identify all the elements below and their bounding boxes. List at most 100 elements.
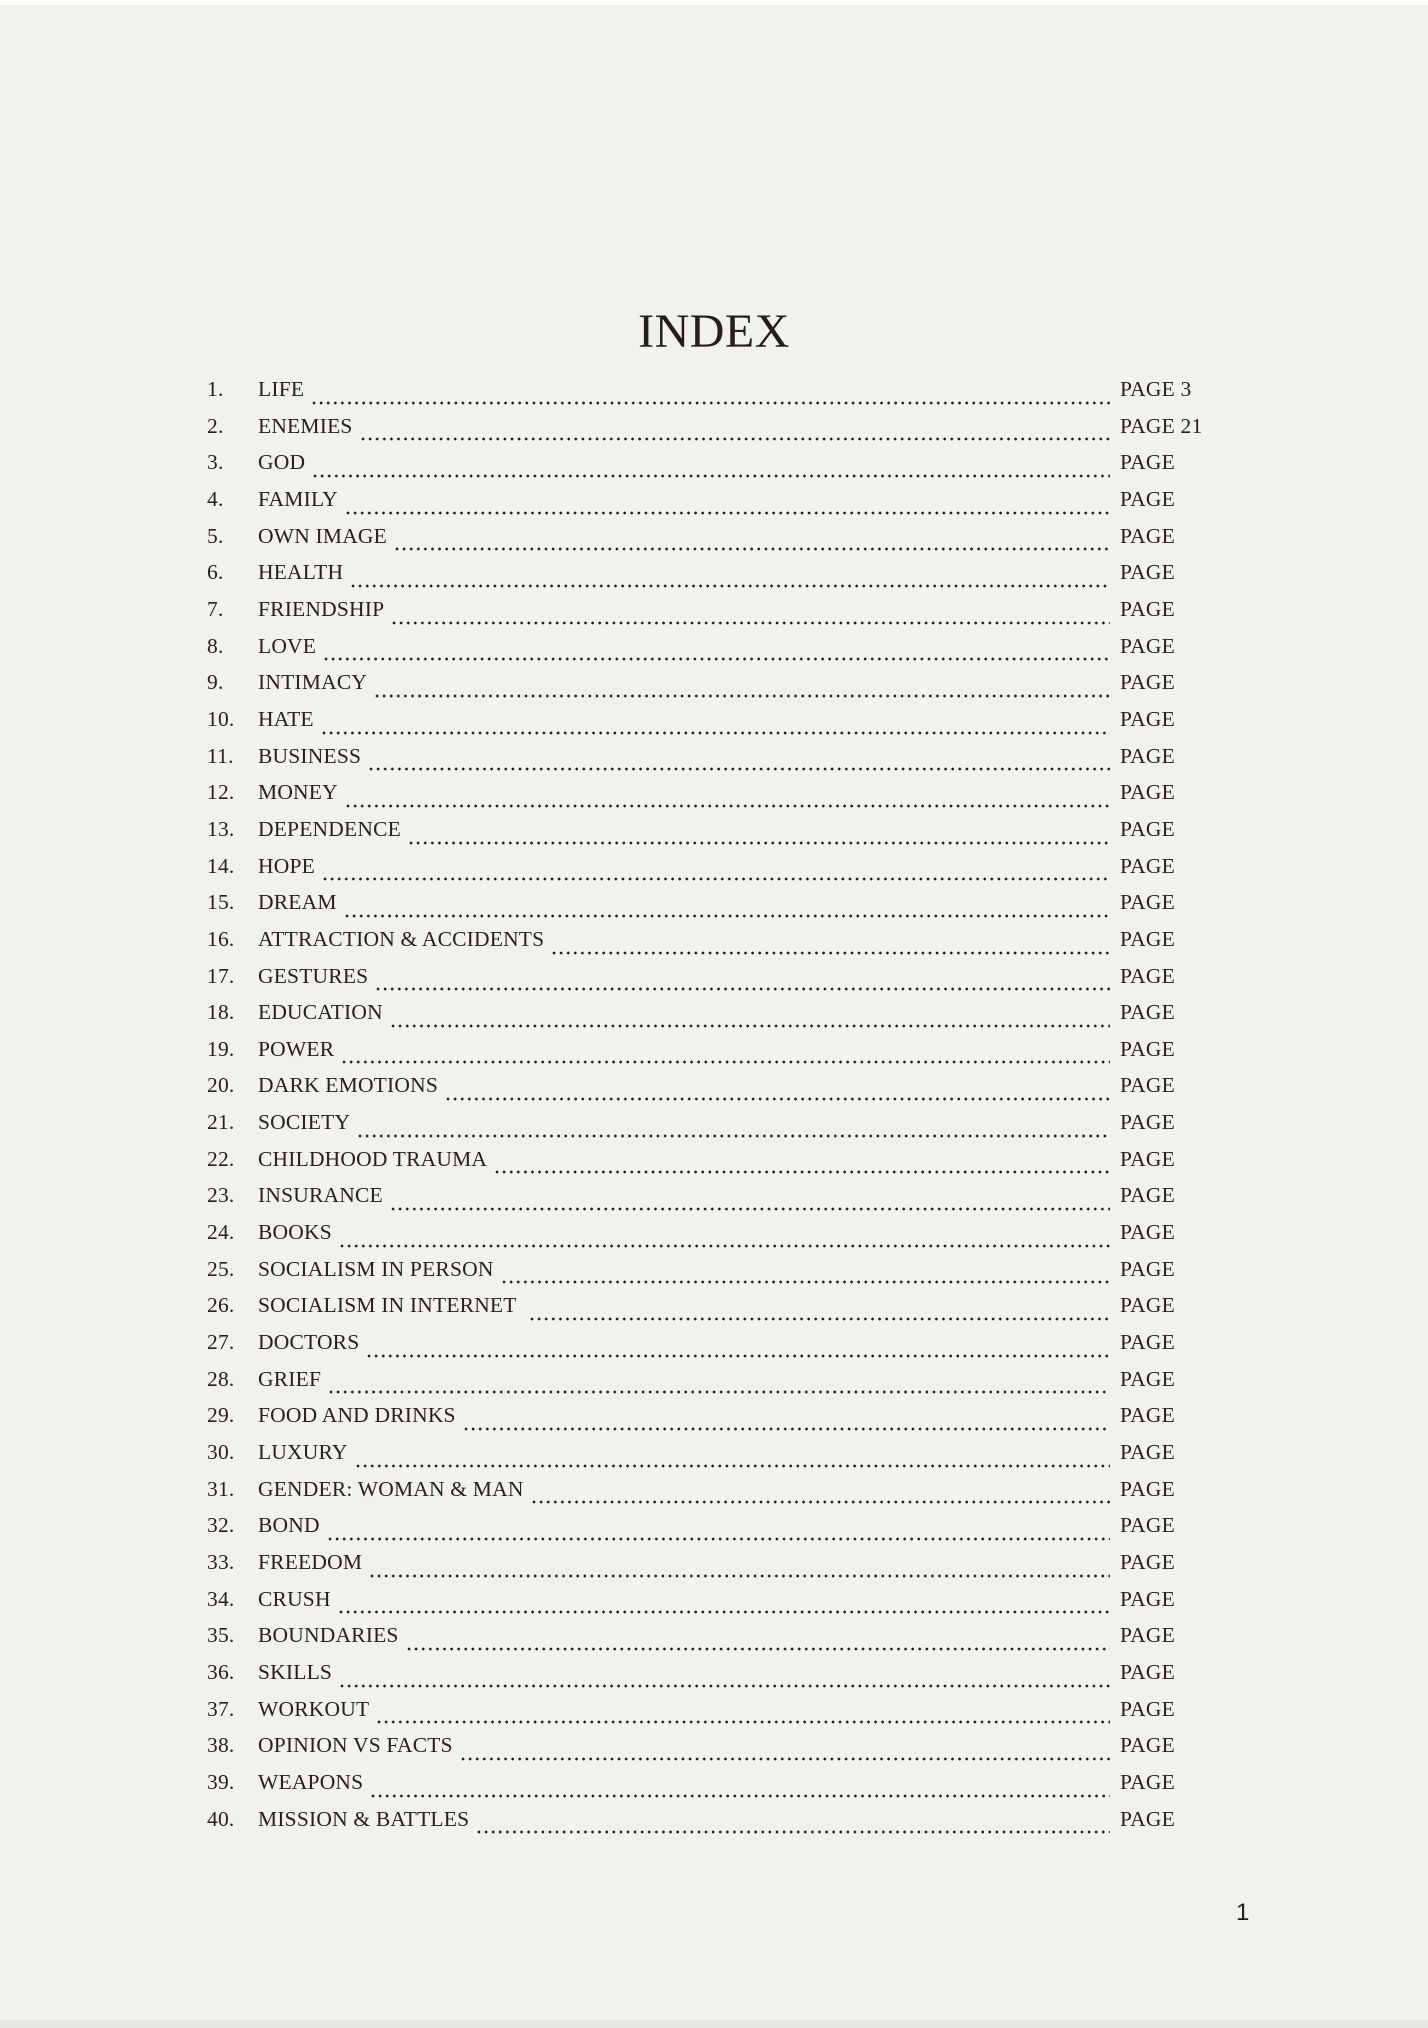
entry-number: 27.: [207, 1330, 235, 1355]
entry-number: 36.: [207, 1659, 235, 1684]
dot-leader: [345, 803, 1110, 808]
entry-page-label: PAGE: [1120, 1256, 1175, 1281]
entry-number: 23.: [207, 1183, 235, 1208]
index-entry: 27. DOCTORS PAGE: [207, 1330, 1213, 1367]
dot-leader: [351, 583, 1110, 588]
dot-leader: [345, 510, 1110, 515]
index-entry: 29. FOOD AND DRINKS PAGE: [207, 1403, 1213, 1440]
dot-leader: [340, 1683, 1110, 1688]
dot-leader: [358, 1133, 1110, 1138]
entry-title: GESTURES: [258, 963, 369, 988]
dot-leader: [394, 547, 1110, 552]
dot-leader: [477, 1830, 1110, 1835]
entry-number: 3.: [207, 450, 224, 475]
index-entry: 39. WEAPONS PAGE: [207, 1770, 1213, 1807]
entry-title: BOND: [258, 1513, 320, 1538]
entry-number: 32.: [207, 1513, 235, 1538]
entry-title: GENDER: WOMAN & MAN: [258, 1476, 524, 1501]
dot-leader: [360, 437, 1110, 442]
entry-page-label: PAGE: [1120, 1183, 1175, 1208]
entry-title: HOPE: [258, 853, 315, 878]
entry-page-label: PAGE: [1120, 670, 1175, 695]
entry-number: 33.: [207, 1550, 235, 1574]
index-entry: 26. SOCIALISM IN INTERNET PAGE: [207, 1293, 1213, 1330]
dot-leader: [501, 1280, 1110, 1285]
entry-title: BOUNDARIES: [258, 1623, 399, 1648]
entry-number: 6.: [207, 560, 224, 585]
dot-leader: [313, 473, 1110, 478]
entry-page-label: PAGE: [1120, 523, 1175, 548]
entry-title: FRIENDSHIP: [258, 596, 385, 621]
entry-number: 22.: [207, 1146, 235, 1171]
entry-page-label: PAGE: [1120, 1513, 1175, 1538]
index-entry: 17. GESTURES PAGE: [207, 964, 1213, 1001]
index-entry: 4. FAMILY PAGE: [207, 487, 1213, 524]
entry-number: 1.: [207, 377, 224, 401]
entry-page-label: PAGE: [1120, 1330, 1175, 1355]
entry-number: 28.: [207, 1366, 235, 1391]
entry-title: WORKOUT: [258, 1696, 370, 1721]
entry-page-label: PAGE: [1120, 1659, 1175, 1684]
page-top-edge: [0, 0, 1428, 5]
entry-title: ATTRACTION & ACCIDENTS: [258, 926, 545, 951]
index-entry: 6. HEALTH PAGE: [207, 560, 1213, 597]
entry-page-label: PAGE: [1120, 560, 1175, 585]
dot-leader: [463, 1427, 1110, 1432]
dot-leader: [552, 950, 1110, 955]
index-entry: 7. FRIENDSHIP PAGE: [207, 597, 1213, 634]
index-entry: 10. HATE PAGE: [207, 707, 1213, 744]
entry-title: MISSION & BATTLES: [258, 1806, 470, 1831]
entry-title: DARK EMOTIONS: [258, 1073, 438, 1098]
page-bottom-edge: [0, 2020, 1428, 2028]
index-entry: 20. DARK EMOTIONS PAGE: [207, 1073, 1213, 1110]
index-entry: 16. ATTRACTION & ACCIDENTS PAGE: [207, 927, 1213, 964]
index-entry: 22. CHILDHOOD TRAUMA PAGE: [207, 1147, 1213, 1184]
entry-title: LIFE: [258, 377, 305, 401]
entry-number: 5.: [207, 523, 224, 548]
dot-leader: [329, 1390, 1110, 1395]
entry-page-label: PAGE: [1120, 1036, 1175, 1061]
entry-title: DOCTORS: [258, 1330, 360, 1355]
index-entry: 18. EDUCATION PAGE: [207, 1000, 1213, 1037]
dot-leader: [338, 1610, 1110, 1615]
index-entry: 13. DEPENDENCE PAGE: [207, 817, 1213, 854]
dot-leader: [370, 1573, 1110, 1578]
page-number: 1: [1236, 1899, 1250, 1926]
index-entry: 8. LOVE PAGE: [207, 634, 1213, 671]
entry-title: EDUCATION: [258, 1000, 383, 1025]
dot-leader: [460, 1756, 1110, 1761]
index-entry: 1. LIFE PAGE 3: [207, 377, 1213, 414]
index-entry: 40. MISSION & BATTLES PAGE: [207, 1807, 1213, 1844]
dot-leader: [375, 693, 1110, 698]
dot-leader: [369, 767, 1110, 772]
index-entry: 24. BOOKS PAGE: [207, 1220, 1213, 1257]
page-title: INDEX: [638, 305, 790, 358]
dot-leader: [392, 620, 1110, 625]
entry-page-label: PAGE: [1120, 1733, 1175, 1758]
entry-number: 40.: [207, 1806, 235, 1831]
dot-leader: [367, 1353, 1110, 1358]
dot-leader: [339, 1243, 1110, 1248]
index-entry: 38. OPINION VS FACTS PAGE: [207, 1733, 1213, 1770]
entry-page-label: PAGE: [1120, 1623, 1175, 1648]
index-entry: 23. INSURANCE PAGE: [207, 1183, 1213, 1220]
entry-page-label: PAGE: [1120, 1110, 1175, 1135]
entry-page-label: PAGE: [1120, 816, 1175, 841]
entry-page-label: PAGE: [1120, 1586, 1175, 1611]
entry-title: DREAM: [258, 890, 337, 915]
entry-number: 30.: [207, 1440, 235, 1465]
dot-leader: [495, 1170, 1110, 1175]
entry-number: 11.: [207, 743, 234, 768]
index-entry: 36. SKILLS PAGE: [207, 1660, 1213, 1697]
entry-number: 38.: [207, 1733, 235, 1758]
entry-title: SOCIALISM IN INTERNET: [258, 1293, 522, 1318]
entry-number: 7.: [207, 596, 224, 621]
entry-page-label: PAGE: [1120, 1146, 1175, 1171]
entry-page-label: PAGE: [1120, 743, 1175, 768]
dot-leader: [344, 913, 1110, 918]
entry-title: LUXURY: [258, 1440, 348, 1465]
entry-number: 12.: [207, 780, 235, 805]
dot-leader: [377, 1720, 1110, 1725]
entry-number: 15.: [207, 890, 235, 915]
entry-page-label: PAGE: [1120, 486, 1175, 511]
